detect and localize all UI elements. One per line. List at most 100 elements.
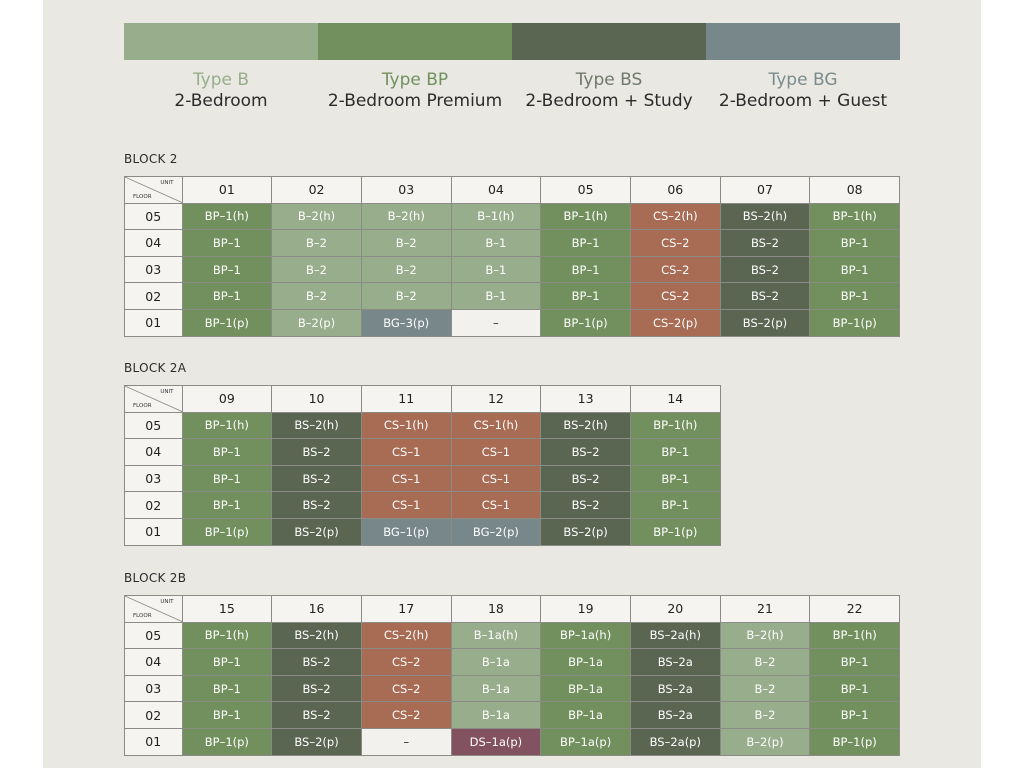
legend-item-bg: Type BG 2-Bedroom + Guest	[706, 70, 900, 111]
unit-type-cell: BP–1	[181, 701, 273, 729]
unit-type-cell: BP–1a	[540, 648, 631, 676]
unit-type-cell: BP–1(h)	[181, 411, 273, 440]
unit-type-cell: BP–1	[809, 674, 900, 703]
unit-type-cell: CS–2(h)	[629, 202, 721, 231]
unit-type-cell: BS–2	[271, 438, 362, 466]
unit-type-cell: BS–2(p)	[271, 517, 362, 546]
unit-type-cell: BP–1(p)	[181, 308, 273, 337]
unit-type-cell: BP–1	[181, 464, 273, 493]
unit-type-cell: CS–1	[450, 464, 542, 493]
legend-type-label: Type BP	[381, 70, 449, 90]
unit-type-cell: BP–1	[181, 438, 273, 466]
unit-axis-label: UNIT	[160, 389, 174, 395]
unit-type-cell: BP–1	[181, 648, 273, 676]
table-row: 03 BP–1 BS–2 CS–1 CS–1 BS–2 BP–1	[124, 464, 721, 493]
unit-type-cell: BP–1	[809, 648, 900, 676]
unit-type-cell: CS–2	[360, 701, 452, 729]
legend-type-label: Type BS	[575, 70, 643, 90]
unit-type-cell: BP–1(h)	[809, 621, 900, 650]
unit-type-cell: BG–2(p)	[450, 517, 542, 546]
unit-type-cell: BS–2a	[629, 648, 721, 676]
unit-type-cell: B–2	[360, 255, 452, 284]
swatch-type-bp	[318, 23, 512, 60]
unit-type-cell: B–2(p)	[271, 308, 362, 337]
unit-type-cell: BP–1(h)	[181, 621, 273, 650]
legend-item-bs: Type BS 2-Bedroom + Study	[512, 70, 706, 111]
unit-type-cell: B–1	[450, 282, 542, 310]
unit-type-cell: BP–1	[181, 491, 273, 519]
unit-type-cell: BP–1a	[540, 701, 631, 729]
swatch-type-bg	[706, 23, 900, 60]
unit-type-cell: B–2	[271, 282, 362, 310]
legend-type-label: Type B	[192, 70, 250, 90]
unit-type-cell: B–1a	[450, 701, 542, 729]
unit-number-header: 17	[360, 595, 452, 623]
swatch-type-bs	[512, 23, 706, 60]
legend-item-bp: Type BP 2-Bedroom Premium	[318, 70, 512, 111]
unit-type-cell: CS–1	[360, 464, 452, 493]
floor-number-cell: 05	[124, 621, 183, 650]
unit-axis-label: UNIT	[160, 180, 174, 186]
unit-type-cell: CS–2(h)	[360, 621, 452, 650]
unit-type-cell: B–1a(h)	[450, 621, 542, 650]
block-title: BLOCK 2	[124, 152, 178, 166]
floor-number-cell: 03	[124, 255, 183, 284]
floor-number-cell: 04	[124, 648, 183, 676]
unit-type-cell: BS–2a(p)	[629, 727, 721, 756]
unit-type-cell: CS–2	[360, 648, 452, 676]
unit-table-block-2b: UNIT FLOOR 15 16 17 18 19 20 21 22 05 BP–1(h) BS–2(h…	[124, 595, 900, 756]
floor-number-cell: 03	[124, 674, 183, 703]
unit-type-cell: BP–1(p)	[629, 517, 721, 546]
unit-type-cell: CS–2	[629, 282, 721, 310]
table-row: 04 BP–1 BS–2 CS–2 B–1a BP–1a BS–2a B–2 BP–1	[124, 648, 900, 676]
floor-number-cell: 05	[124, 202, 183, 231]
unit-type-cell: BS–2(p)	[540, 517, 631, 546]
unit-type-cell: B–1(h)	[450, 202, 542, 231]
unit-type-cell: BS–2(p)	[271, 727, 362, 756]
table-row: 02 BP–1 B–2 B–2 B–1 BP–1 CS–2 BS–2 BP–1	[124, 282, 900, 310]
swatch-type-b	[124, 23, 318, 60]
unit-number-header: 20	[629, 595, 721, 623]
unit-axis-label: UNIT	[160, 599, 174, 605]
unit-type-cell: BP–1	[629, 438, 721, 466]
unit-table-block-2a: UNIT FLOOR 09 10 11 12 13 14 05 BP–1(h) BS–2(h) CS–…	[124, 385, 721, 546]
unit-number-header: 07	[719, 176, 811, 204]
floor-number-cell: 02	[124, 491, 183, 519]
table-row: 01 BP–1(p) BS–2(p) – DS–1a(p) BP–1a(p) BS–2a(p…	[124, 727, 900, 756]
unit-type-cell: BS–2	[540, 464, 631, 493]
unit-number-header: 19	[540, 595, 631, 623]
legend-desc-label: 2-Bedroom + Study	[525, 91, 693, 111]
unit-type-cell: BS–2(p)	[719, 308, 811, 337]
unit-number-header: 11	[360, 385, 452, 413]
unit-type-cell: BS–2	[271, 701, 362, 729]
unit-type-cell: B–2(h)	[360, 202, 452, 231]
floor-number-cell: 01	[124, 727, 183, 756]
unit-type-cell: –	[450, 308, 542, 337]
block-title: BLOCK 2A	[124, 361, 187, 375]
unit-number-header: 05	[540, 176, 631, 204]
unit-type-cell: B–2	[719, 701, 811, 729]
unit-type-cell: B–2	[271, 255, 362, 284]
corner-diagonal-line	[125, 596, 183, 622]
table-row: 01 BP–1(p) B–2(p) BG–3(p) – BP–1(p) CS–2(p) BS–…	[124, 308, 900, 337]
legend-type-label: Type BG	[768, 70, 838, 90]
unit-type-cell: BS–2	[540, 438, 631, 466]
table-header-row: UNIT FLOOR 01 02 03 04 05 06 07 08	[124, 176, 900, 204]
unit-table-block-2: UNIT FLOOR 01 02 03 04 05 06 07 08 05 BP–1(h) B–2(h)…	[124, 176, 900, 337]
corner-diagonal-line	[125, 177, 183, 203]
corner-diagonal-line	[125, 386, 183, 412]
unit-type-cell: CS–2	[629, 255, 721, 284]
unit-type-cell: BP–1(p)	[540, 308, 631, 337]
unit-type-cell: BP–1(h)	[809, 202, 900, 231]
legend-desc-label: 2-Bedroom + Guest	[718, 91, 888, 111]
unit-type-cell: CS–2(p)	[629, 308, 721, 337]
unit-number-header: 22	[809, 595, 900, 623]
block-title: BLOCK 2B	[124, 571, 187, 585]
unit-number-header: 06	[629, 176, 721, 204]
legend-item-b: Type B 2-Bedroom	[124, 70, 318, 111]
legend-labels: Type B 2-Bedroom Type BP 2-Bedroom Premi…	[124, 70, 900, 111]
floor-number-cell: 02	[124, 701, 183, 729]
unit-type-cell: CS–1	[360, 438, 452, 466]
unit-type-cell: B–2	[271, 229, 362, 257]
table-header-row: UNIT FLOOR 15 16 17 18 19 20 21 22	[124, 595, 900, 623]
